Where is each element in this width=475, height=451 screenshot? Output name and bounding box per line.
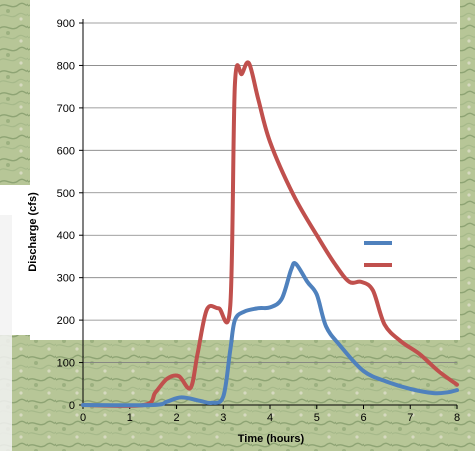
map-fragment-bottom	[0, 335, 475, 451]
gridlines	[79, 22, 457, 406]
chart-panel	[30, 0, 460, 340]
y-tick-label: 600	[57, 145, 75, 157]
series-lines	[81, 60, 459, 408]
x-tick-label: 2	[173, 412, 179, 424]
x-tick-label: 4	[267, 412, 273, 424]
x-tick-label: 5	[314, 412, 320, 424]
map-fragment-top-left	[0, 0, 30, 185]
y-tick-label: 300	[57, 273, 75, 285]
x-tick-label: 0	[80, 412, 86, 424]
y-tick-label: 500	[57, 188, 75, 200]
y-axis-title: Discharge (cfs)	[27, 192, 39, 272]
y-tick-label: 200	[57, 315, 75, 327]
x-tick-label: 1	[127, 412, 133, 424]
y-tick-label: 800	[57, 60, 75, 72]
y-tick-labels: 0 100 200 300 400 500 600 700 800 900	[57, 18, 75, 412]
y-tick-label: 100	[57, 358, 75, 370]
x-tick-labels: 0 1 2 3 4 5 6 7 8	[80, 405, 460, 424]
x-tick-label: 8	[454, 412, 460, 424]
y-tick-label: 700	[57, 103, 75, 115]
series-line-2	[81, 261, 459, 408]
y-tick-label: 0	[69, 400, 75, 412]
x-tick-label: 7	[407, 412, 413, 424]
x-axis-title: Time (hours)	[238, 433, 305, 445]
series-line-1	[81, 60, 459, 408]
y-tick-label: 400	[57, 230, 75, 242]
y-tick-label: 900	[57, 18, 75, 30]
table-fragment-left	[0, 215, 12, 451]
x-tick-label: 3	[220, 412, 226, 424]
x-tick-label: 6	[360, 412, 366, 424]
legend	[364, 241, 392, 267]
